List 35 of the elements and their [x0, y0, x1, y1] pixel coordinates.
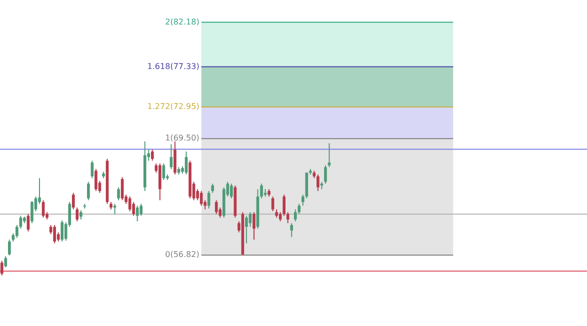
- ref-line-label: 2(82.18): [165, 17, 200, 26]
- candlestick: [117, 186, 120, 201]
- ref-line-label: 1.272(72.95): [147, 102, 200, 112]
- candlestick: [324, 164, 327, 184]
- candlestick: [252, 212, 256, 240]
- candlestick: [87, 181, 90, 201]
- candlestick: [0, 260, 4, 276]
- candlestick: [158, 162, 162, 201]
- candlestick: [174, 140, 176, 175]
- ref-line-label: 1.618(77.33): [147, 62, 200, 71]
- candlestick: [42, 200, 45, 218]
- candlestick: [8, 239, 11, 256]
- candlestick: [4, 256, 8, 268]
- candlestick: [245, 215, 248, 244]
- candlestick: [136, 205, 139, 222]
- ref-line-label: 0(56.82): [165, 250, 200, 260]
- candlestick: [72, 192, 75, 210]
- candlestick: [60, 220, 64, 242]
- candlestick: [76, 207, 79, 222]
- candlestick: [53, 224, 56, 244]
- candlestick: [90, 160, 94, 179]
- candlestick: [94, 168, 98, 192]
- candlestick: [150, 149, 154, 162]
- candlestick: [30, 200, 34, 224]
- candlestick: [328, 142, 331, 168]
- candlestick: [230, 183, 233, 199]
- candlestick: [214, 200, 218, 214]
- candlestick: [79, 210, 82, 220]
- ref-line-label: 1(69.50): [165, 134, 200, 143]
- candlestick: [290, 222, 294, 238]
- candlestick: [316, 174, 320, 192]
- candlestick: [301, 194, 304, 206]
- candlestick: [286, 212, 290, 224]
- candlestick: [211, 183, 214, 194]
- candlestick: [113, 203, 116, 214]
